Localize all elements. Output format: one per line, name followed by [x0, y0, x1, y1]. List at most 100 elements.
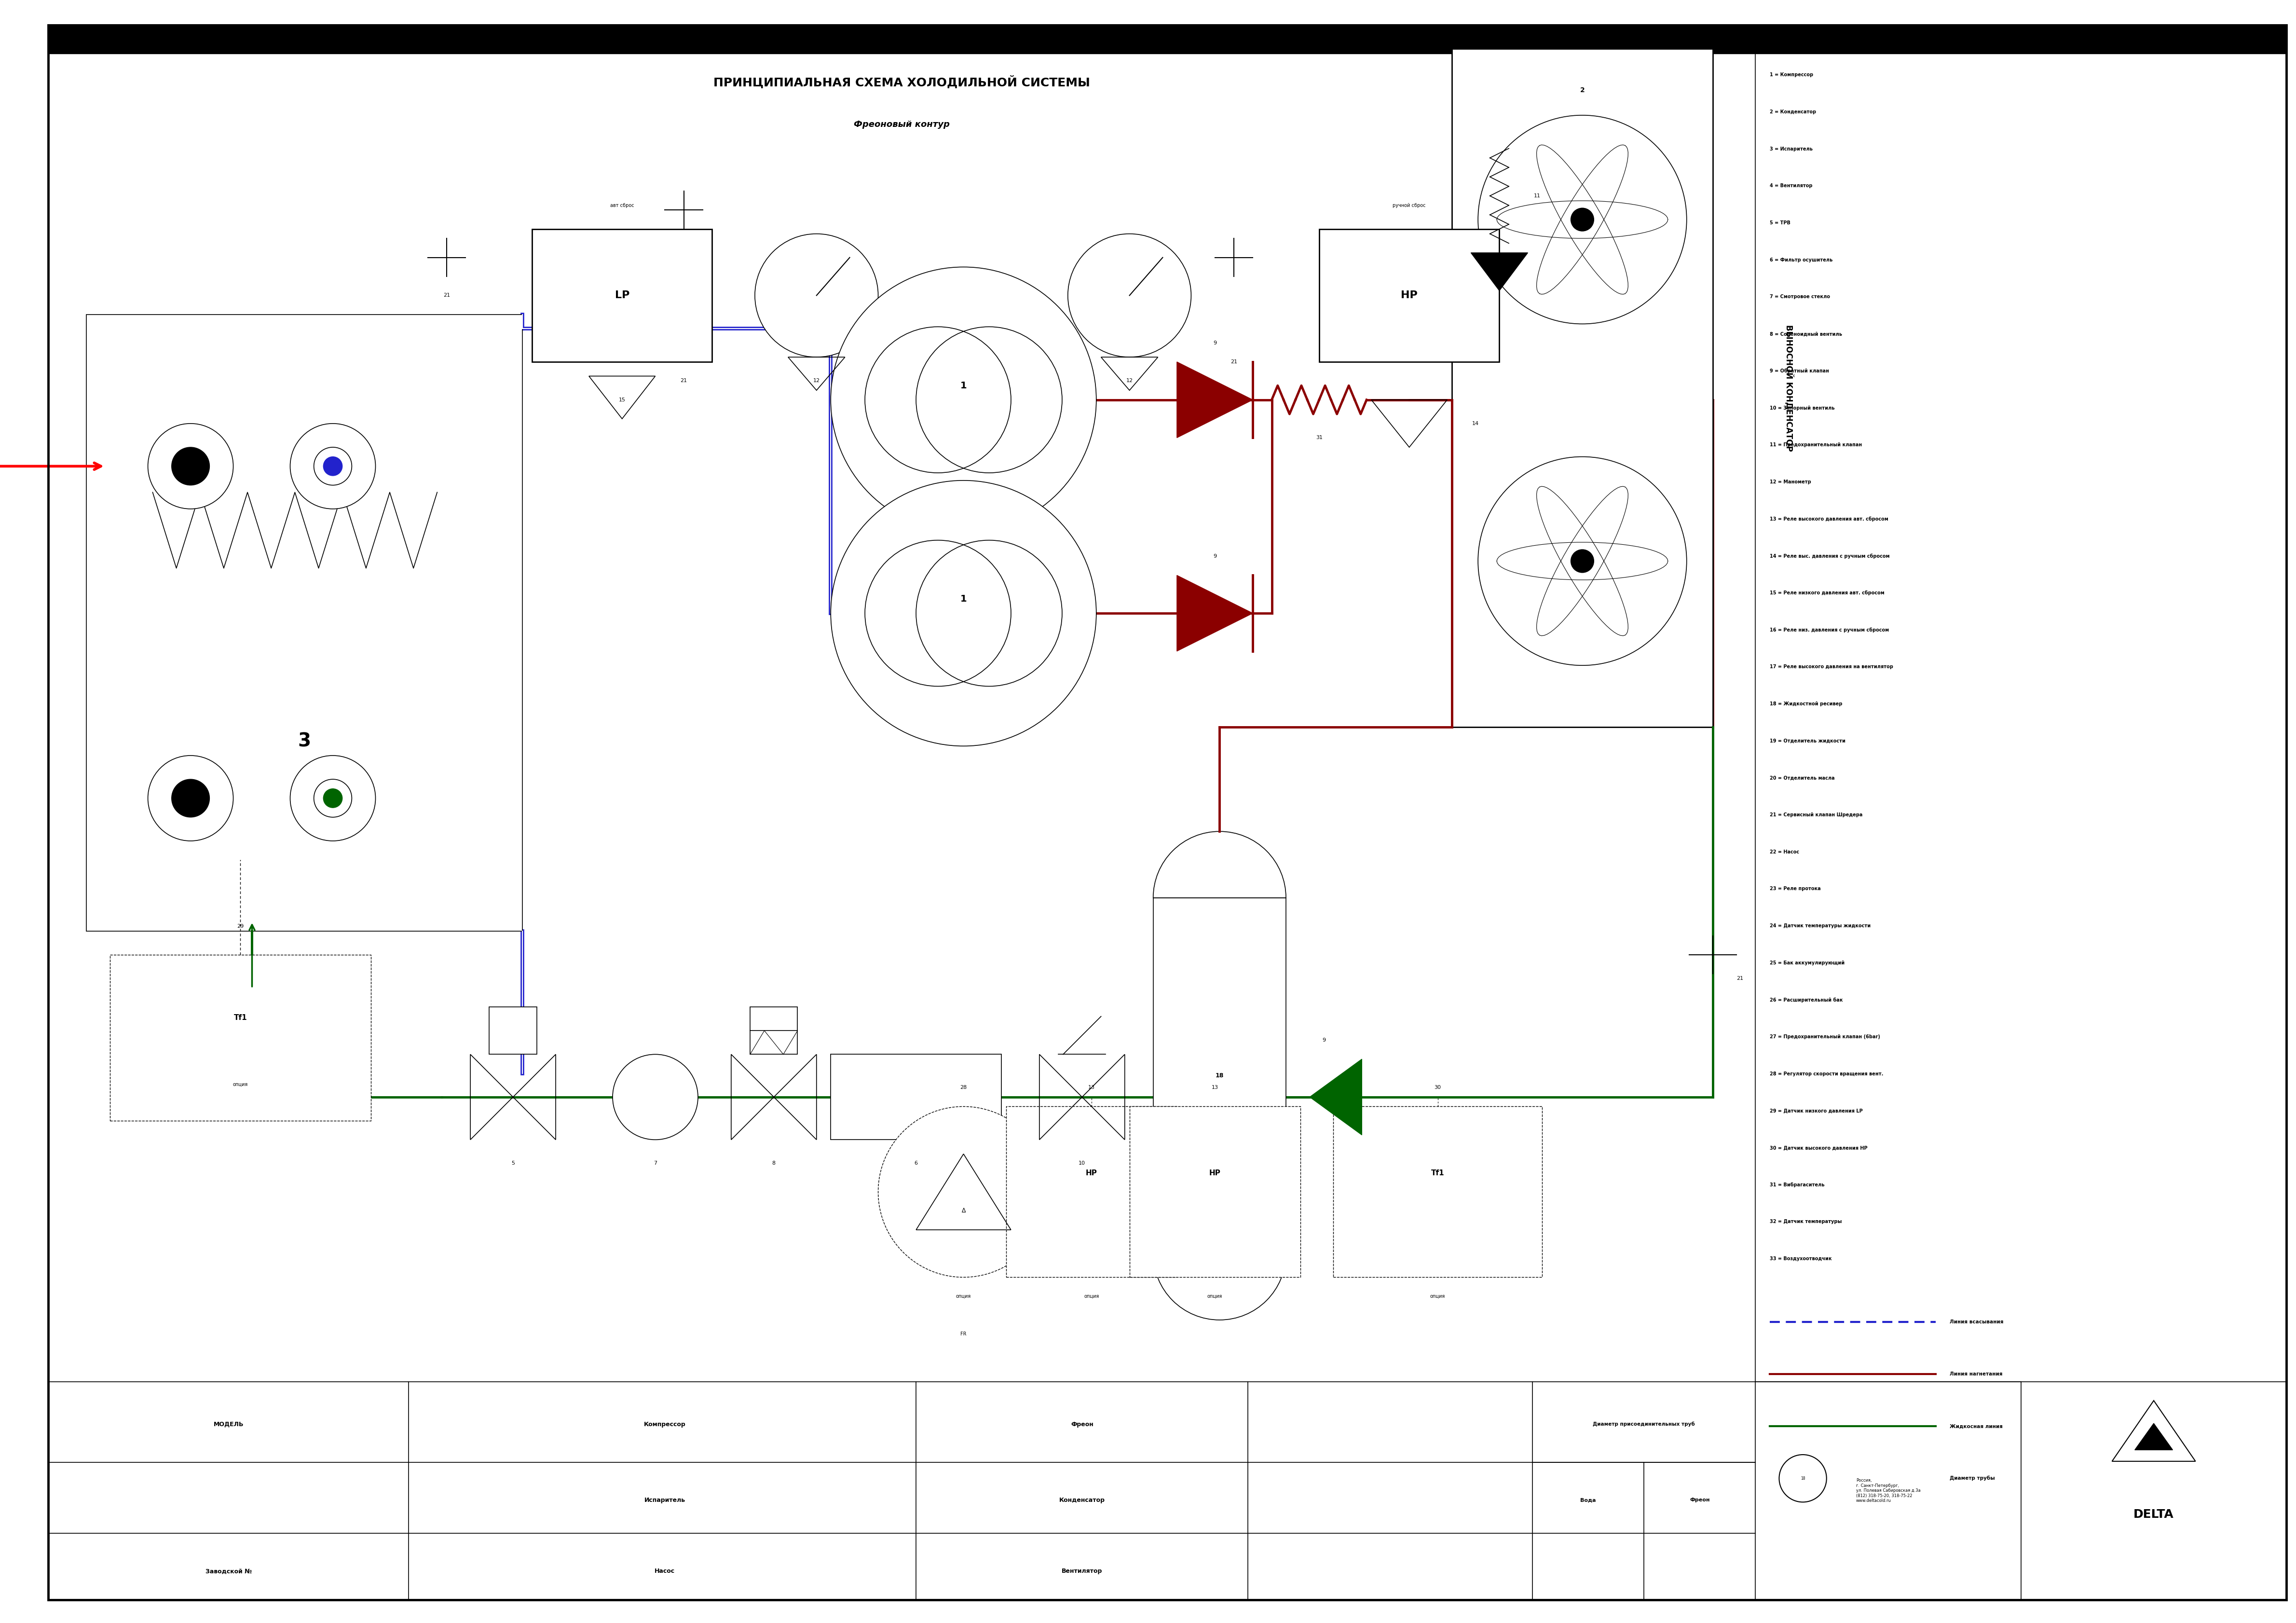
Text: 6: 6 [914, 1160, 918, 1165]
Text: 3 = Испаритель: 3 = Испаритель [1770, 146, 1812, 151]
Text: 30: 30 [1435, 1086, 1442, 1091]
Text: Компрессор: Компрессор [643, 1422, 687, 1428]
Text: Линия всасывания: Линия всасывания [1949, 1319, 2004, 1324]
Circle shape [147, 424, 234, 510]
Bar [489, 1006, 537, 1055]
Text: HP: HP [1086, 1169, 1097, 1177]
Text: 27 = Предохранительный клапан (6bar): 27 = Предохранительный клапан (6bar) [1770, 1034, 1880, 1039]
Circle shape [1479, 456, 1688, 665]
Text: 26 = Расширительный бак: 26 = Расширительный бак [1770, 998, 1844, 1003]
Text: 2: 2 [1580, 86, 1584, 94]
Text: 18: 18 [1215, 1073, 1224, 1079]
Text: DELTA: DELTA [2133, 1509, 2174, 1521]
Text: ∆: ∆ [962, 1208, 967, 1214]
Bar [1320, 229, 1499, 362]
Text: 4 = Вентилятор: 4 = Вентилятор [1770, 183, 1812, 188]
Text: 29 = Датчик низкого давления LP: 29 = Датчик низкого давления LP [1770, 1109, 1862, 1113]
Circle shape [1068, 234, 1192, 357]
Text: 1: 1 [960, 381, 967, 390]
Text: 16 = Реле низ. давления с ручным сбросом: 16 = Реле низ. давления с ручным сбросом [1770, 628, 1890, 633]
Circle shape [324, 456, 342, 476]
Circle shape [877, 1107, 1049, 1277]
Circle shape [831, 268, 1095, 532]
Text: 1 = Компрессор: 1 = Компрессор [1770, 73, 1814, 78]
Circle shape [324, 789, 342, 808]
Text: 9: 9 [1212, 553, 1217, 558]
Text: Испаритель: Испаритель [645, 1496, 684, 1503]
Text: Конденсатор: Конденсатор [1058, 1496, 1104, 1503]
Text: 11: 11 [1534, 193, 1541, 198]
Text: 7: 7 [654, 1160, 657, 1165]
Text: 24 = Датчик температуры жидкости: 24 = Датчик температуры жидкости [1770, 923, 1871, 928]
Text: 25 = Бак аккумулирующий: 25 = Бак аккумулирующий [1770, 961, 1844, 966]
Text: 19 = Отделитель жидкости: 19 = Отделитель жидкости [1770, 738, 1846, 743]
Text: 12: 12 [1125, 378, 1132, 383]
Text: 3: 3 [298, 732, 310, 750]
Polygon shape [1309, 1060, 1362, 1134]
Text: 32 = Датчик температуры: 32 = Датчик температуры [1770, 1219, 1841, 1224]
Wedge shape [1153, 831, 1286, 898]
Text: 10 = Запорный вентиль: 10 = Запорный вентиль [1770, 406, 1835, 411]
Text: опция: опция [1208, 1294, 1221, 1298]
Text: ПРИНЦИПИАЛЬНАЯ СХЕМА ХОЛОДИЛЬНОЙ СИСТЕМЫ: ПРИНЦИПИАЛЬНАЯ СХЕМА ХОЛОДИЛЬНОЙ СИСТЕМЫ [714, 76, 1091, 89]
Text: 15: 15 [618, 398, 625, 403]
Text: 5 = ТРВ: 5 = ТРВ [1770, 221, 1791, 226]
Text: Диаметр трубы: Диаметр трубы [1949, 1475, 1995, 1480]
Text: 21 = Сервисный клапан Шредера: 21 = Сервисный клапан Шредера [1770, 813, 1862, 818]
Text: Вентилятор: Вентилятор [1061, 1568, 1102, 1574]
Text: 28: 28 [960, 1086, 967, 1091]
Text: 12 = Манометр: 12 = Манометр [1770, 479, 1812, 484]
Text: Россия,
г. Санкт-Петербург,
ул. Полевая Сабировская д.3а
(812) 318-75-20, 318-75: Россия, г. Санкт-Петербург, ул. Полевая … [1855, 1479, 1919, 1503]
Bar [1334, 1107, 1543, 1277]
Polygon shape [1472, 253, 1527, 291]
Text: 20 = Отделитель масла: 20 = Отделитель масла [1770, 776, 1835, 781]
Bar [1451, 49, 1713, 727]
Text: 22 = Насос: 22 = Насос [1770, 849, 1800, 854]
Bar [533, 229, 712, 362]
Bar [831, 1055, 1001, 1139]
Text: 17 = Реле высокого давления на вентилятор: 17 = Реле высокого давления на вентилято… [1770, 664, 1894, 669]
Text: Фреон: Фреон [1690, 1498, 1711, 1503]
Text: 13 = Реле высокого давления авт. сбросом: 13 = Реле высокого давления авт. сбросом [1770, 516, 1887, 521]
Wedge shape [1153, 1253, 1286, 1319]
Text: опция: опция [232, 1083, 248, 1087]
Polygon shape [1178, 575, 1254, 651]
Text: 29: 29 [236, 923, 243, 928]
Text: 28 = Регулятор скорости вращения вент.: 28 = Регулятор скорости вращения вент. [1770, 1071, 1883, 1076]
Text: ВЫНОСНОЙ КОНДЕНСАТОР: ВЫНОСНОЙ КОНДЕНСАТОР [1784, 325, 1793, 451]
Text: Tf1: Tf1 [234, 1014, 248, 1021]
Bar [1130, 1107, 1300, 1277]
Text: Диаметр присоединительных труб: Диаметр присоединительных труб [1593, 1422, 1694, 1427]
Text: 13: 13 [1212, 1086, 1219, 1091]
Text: опция: опция [1430, 1294, 1444, 1298]
Text: FR: FR [960, 1332, 967, 1337]
Circle shape [831, 480, 1095, 747]
Text: HP: HP [1210, 1169, 1221, 1177]
Circle shape [1570, 549, 1593, 573]
Text: Линия нагнетания: Линия нагнетания [1949, 1371, 2002, 1376]
Text: опция: опция [1084, 1294, 1100, 1298]
Text: Вода: Вода [1580, 1498, 1596, 1503]
Circle shape [315, 779, 351, 818]
Bar [1153, 898, 1286, 1253]
Text: 21: 21 [443, 294, 450, 299]
Text: опция: опция [955, 1294, 971, 1298]
Text: Заводской №: Заводской № [204, 1568, 253, 1574]
Text: 33 = Воздухоотводчик: 33 = Воздухоотводчик [1770, 1256, 1832, 1261]
Text: 2 = Конденсатор: 2 = Конденсатор [1770, 109, 1816, 114]
Polygon shape [2135, 1423, 2172, 1449]
Circle shape [1779, 1454, 1828, 1501]
Circle shape [315, 448, 351, 485]
Text: 8 = Соленоидный вентиль: 8 = Соленоидный вентиль [1770, 331, 1841, 336]
Text: 8: 8 [771, 1160, 776, 1165]
Text: 21: 21 [680, 378, 687, 383]
Bar [87, 315, 523, 932]
Text: 1: 1 [960, 594, 967, 604]
Polygon shape [1178, 362, 1254, 438]
Text: 5: 5 [512, 1160, 514, 1165]
Text: 18: 18 [1800, 1477, 1805, 1480]
Text: 14: 14 [1472, 420, 1479, 425]
Circle shape [147, 756, 234, 841]
Text: Насос: Насос [654, 1568, 675, 1574]
Text: Фреон: Фреон [1070, 1422, 1093, 1428]
